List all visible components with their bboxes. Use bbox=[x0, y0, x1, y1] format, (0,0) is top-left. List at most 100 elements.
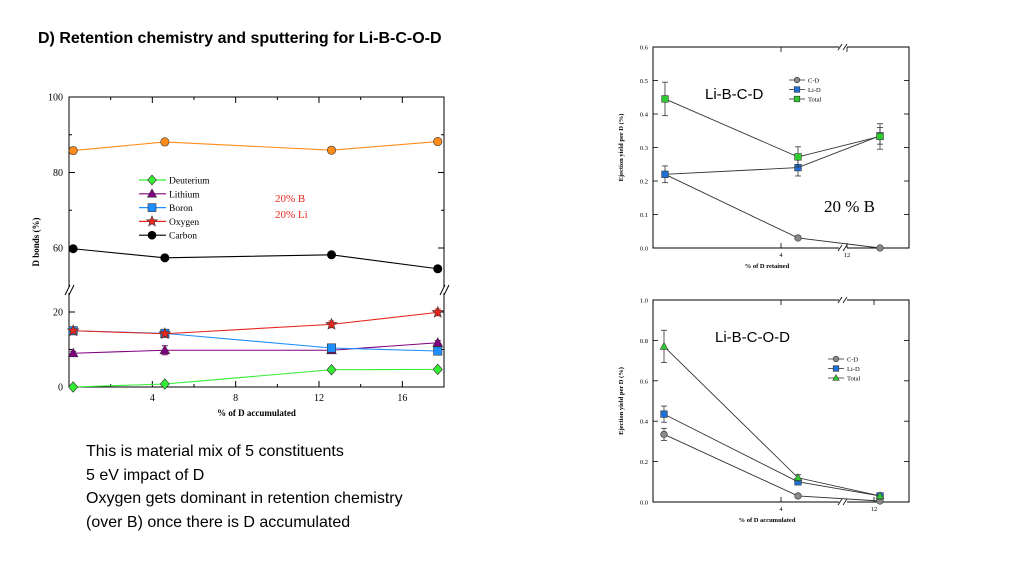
y-tick-label: 0.4 bbox=[640, 112, 649, 119]
data-point bbox=[325, 317, 338, 330]
y-axis-label: Ejection yield per D (%) bbox=[618, 367, 625, 435]
data-point bbox=[876, 132, 884, 141]
data-point bbox=[660, 410, 668, 418]
data-point bbox=[326, 250, 336, 260]
data-point bbox=[431, 305, 445, 318]
legend-label: C-D bbox=[847, 357, 859, 364]
legend-label: Boron bbox=[169, 204, 193, 214]
legend-label: Deuterium bbox=[169, 177, 210, 187]
legend-marker bbox=[793, 86, 801, 93]
data-point bbox=[160, 253, 170, 263]
legend-marker bbox=[145, 214, 159, 227]
annotation-text: 20% B bbox=[275, 193, 305, 205]
data-point bbox=[660, 430, 668, 438]
series-line bbox=[73, 248, 438, 270]
legend-marker bbox=[793, 76, 801, 84]
legend-marker bbox=[146, 188, 158, 198]
y-tick-label: 0.3 bbox=[640, 145, 648, 152]
chart-d-bonds: 4 8 12 16 60 80 100 0 20 % of D accumulated D bond… bbox=[31, 93, 445, 418]
legend-label: Lithium bbox=[169, 190, 200, 200]
data-point bbox=[433, 137, 443, 147]
data-point bbox=[326, 145, 336, 155]
y-tick-label: 0.1 bbox=[640, 212, 648, 219]
data-point bbox=[433, 264, 443, 274]
data-point bbox=[68, 244, 78, 254]
y-axis-label: Ejection yield per D (%) bbox=[618, 114, 625, 182]
series-line bbox=[663, 433, 881, 502]
data-point bbox=[875, 491, 885, 500]
x-tick-label: 8 bbox=[233, 393, 238, 404]
upper-panel-frame bbox=[68, 96, 445, 287]
data-point bbox=[433, 346, 443, 356]
data-point bbox=[68, 146, 78, 156]
plot-frame bbox=[652, 46, 910, 249]
chart-label: Li-B-C-O-D bbox=[715, 329, 790, 346]
y-tick-label: 0.0 bbox=[640, 500, 648, 507]
x-tick-label: 12 bbox=[314, 393, 324, 404]
x-tick-label: 4 bbox=[779, 252, 783, 259]
legend-marker bbox=[832, 374, 840, 381]
legend-label: Oxygen bbox=[169, 218, 199, 228]
x-axis-label: % of D accumulated bbox=[217, 408, 296, 418]
y-tick-label: 0.0 bbox=[640, 246, 648, 253]
data-point bbox=[159, 378, 170, 390]
x-tick-label: 12 bbox=[871, 506, 878, 513]
y-tick-label: 1.0 bbox=[640, 298, 648, 305]
y-tick-label: 0.8 bbox=[640, 338, 648, 345]
series-line bbox=[73, 140, 438, 152]
legend-label: Li-D bbox=[847, 366, 860, 373]
legend-marker bbox=[147, 174, 157, 186]
slide-title: D) Retention chemistry and sputtering fo… bbox=[38, 30, 442, 47]
legend-label: C-D bbox=[808, 78, 820, 85]
data-point bbox=[159, 344, 171, 355]
x-axis-label: % of D retained bbox=[745, 263, 790, 270]
axis-break-mark bbox=[837, 43, 848, 51]
y-axis-label: D bonds (%) bbox=[31, 217, 41, 266]
series-line bbox=[664, 135, 881, 175]
legend-marker bbox=[793, 95, 801, 103]
series-line bbox=[73, 330, 438, 352]
note-line: Oxygen gets dominant in retention chemis… bbox=[86, 490, 403, 507]
x-tick-label: 12 bbox=[844, 252, 851, 259]
y-tick-label: 0.2 bbox=[640, 459, 648, 466]
series-line bbox=[73, 342, 438, 354]
note-line: This is material mix of 5 constituents bbox=[86, 443, 344, 460]
x-tick-label: 4 bbox=[150, 393, 155, 404]
series-line bbox=[73, 311, 438, 335]
y-tick-label: 0 bbox=[58, 383, 63, 394]
y-tick-label: 0.2 bbox=[640, 179, 648, 186]
legend-marker bbox=[832, 355, 840, 363]
data-point bbox=[432, 337, 444, 347]
legend-label: Total bbox=[847, 376, 860, 383]
data-point bbox=[661, 95, 669, 103]
data-point bbox=[432, 363, 443, 376]
x-axis-label: % of D accumulated bbox=[739, 517, 796, 524]
note-line: 5 eV impact of D bbox=[86, 466, 205, 484]
legend-marker bbox=[832, 365, 840, 372]
data-point bbox=[326, 343, 336, 353]
series-line bbox=[73, 368, 438, 388]
axis-break-mark bbox=[837, 296, 848, 304]
axis-break-mark bbox=[439, 284, 450, 296]
data-point bbox=[794, 234, 802, 242]
data-point bbox=[794, 153, 802, 161]
y-tick-label: 0.6 bbox=[640, 378, 649, 385]
y-tick-label: 100 bbox=[48, 93, 63, 104]
data-point bbox=[661, 170, 669, 178]
data-point bbox=[326, 364, 337, 376]
axis-break-mark bbox=[837, 244, 848, 252]
annotation-text: 20% Li bbox=[275, 209, 308, 221]
annotation-text: 20 % B bbox=[824, 197, 875, 216]
legend-label: Carbon bbox=[169, 232, 197, 242]
data-point bbox=[66, 324, 80, 337]
axis-break-mark bbox=[837, 498, 848, 506]
legend-label: Total bbox=[808, 97, 821, 104]
y-tick-label: 20 bbox=[53, 308, 63, 319]
chart-label: Li-B-C-D bbox=[705, 86, 763, 103]
legend-label: Li-D bbox=[808, 87, 821, 94]
chart-li-b-c-d: 0.0 0.1 0.2 0.3 0.4 0.5 0.6 4 12 % of D retained E… bbox=[618, 43, 910, 270]
y-tick-label: 0.4 bbox=[640, 419, 649, 426]
legend-marker bbox=[147, 230, 157, 240]
data-point bbox=[793, 473, 803, 481]
